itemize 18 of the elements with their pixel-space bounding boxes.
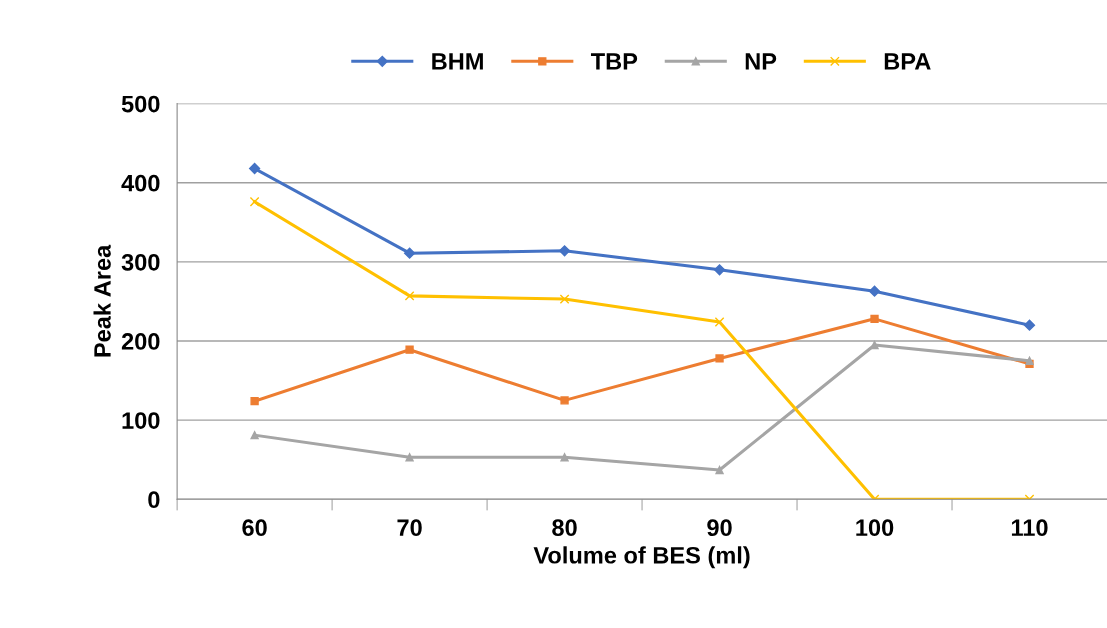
x-tick-label: 70 [397, 519, 422, 537]
x-tick-label: 80 [552, 519, 577, 537]
x-axis-title: Volume of BES (ml) [533, 546, 750, 569]
legend-label: BPA [884, 53, 931, 70]
x-tick-label: 110 [1011, 519, 1048, 537]
x-tick-label: 60 [242, 519, 267, 537]
x-tick-label: 90 [707, 519, 732, 537]
y-tick-label: 400 [121, 174, 160, 192]
legend-label: NP [745, 53, 777, 70]
legend-label: TBP [590, 53, 638, 70]
y-tick-label: 300 [121, 253, 160, 271]
legend-label: BHM [432, 53, 483, 70]
x-tick-label: 100 [856, 519, 894, 537]
y-tick-label: 200 [121, 333, 160, 350]
y-tick-label: 100 [122, 412, 160, 429]
y-tick-label: 0 [148, 491, 160, 509]
y-tick-label: 500 [121, 95, 160, 113]
y-axis-title: Peak Area [93, 244, 111, 357]
